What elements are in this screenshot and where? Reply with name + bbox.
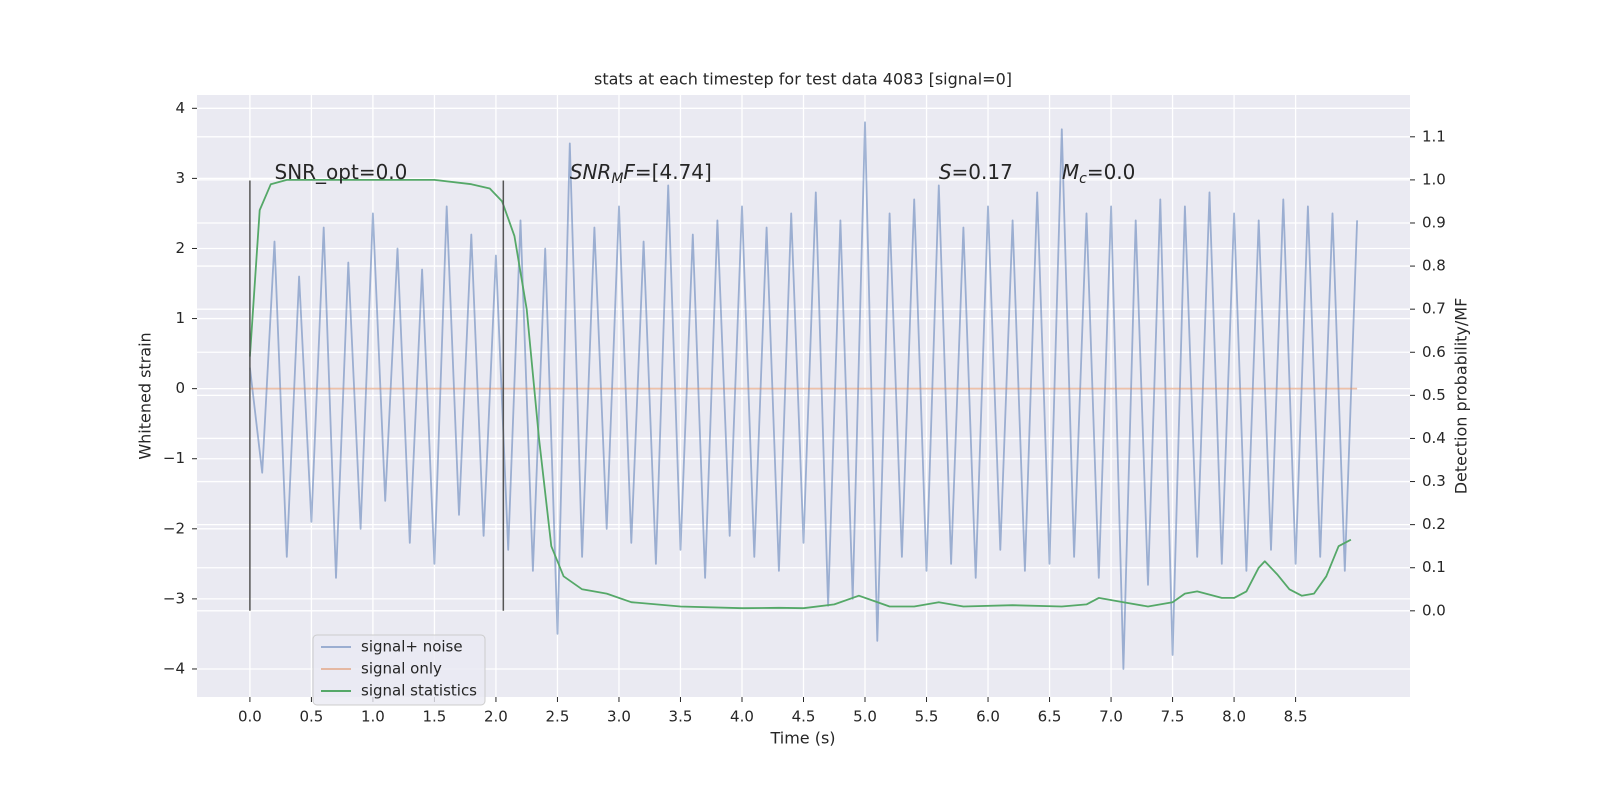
x-tick-label: 7.0 (1099, 708, 1123, 726)
x-tick-label: 7.5 (1161, 708, 1185, 726)
annotation-part: =0.0 (1087, 159, 1136, 183)
annotation: SNRMF=[4.74] (570, 159, 712, 187)
y2-tick-label: 0.0 (1422, 601, 1446, 619)
y2-tick-label: 1.0 (1422, 170, 1446, 188)
legend-label: signal only (361, 660, 442, 678)
x-tick-label: 2.5 (546, 708, 570, 726)
x-tick-label: 3.0 (607, 708, 631, 726)
annotation-part: S (939, 159, 952, 183)
y-tick-label: 4 (175, 99, 185, 117)
y2-tick-label: 0.2 (1422, 515, 1446, 533)
y2-tick-label: 0.6 (1422, 343, 1446, 361)
series-line (249, 121, 1358, 670)
y2-tick-label: 0.1 (1422, 558, 1446, 576)
x-tick-label: 6.5 (1038, 708, 1062, 726)
y-tick-label: −3 (163, 589, 185, 607)
y-tick-label: −4 (163, 659, 185, 677)
annotation-part: F (623, 159, 635, 183)
y2-tick-label: 0.5 (1422, 386, 1446, 404)
x-tick-label: 5.5 (915, 708, 939, 726)
y-tick-label: −2 (163, 519, 185, 537)
annotation-part: SNR (570, 159, 612, 183)
x-tick-label: 0.0 (238, 708, 262, 726)
legend-box (312, 634, 486, 706)
y-axis-label: Whitened strain (136, 332, 155, 459)
annotation-part: c (1079, 171, 1087, 187)
annotation-part: M (611, 171, 623, 187)
annotation-part: =0.17 (952, 159, 1013, 183)
x-tick-label: 1.0 (361, 708, 385, 726)
y-tick-label: 0 (175, 379, 185, 397)
y2-tick-label: 1.1 (1422, 127, 1446, 145)
x-tick-label: 1.5 (423, 708, 447, 726)
x-axis-label: Time (s) (769, 729, 835, 748)
y-tick-label: −1 (163, 449, 185, 467)
annotation: SNR_opt=0.0 (275, 159, 408, 183)
annotation: Mc=0.0 (1062, 159, 1136, 187)
x-tick-label: 2.0 (484, 708, 508, 726)
y-tick-label: 1 (175, 309, 185, 327)
legend-label: signal statistics (361, 682, 477, 700)
y2-tick-label: 0.7 (1422, 300, 1446, 318)
x-tick-label: 0.5 (299, 708, 323, 726)
y-tick-label: 2 (175, 239, 185, 257)
x-tick-label: 5.0 (853, 708, 877, 726)
y-tick-label: 3 (175, 169, 185, 187)
chart-title: stats at each timestep for test data 408… (594, 70, 1012, 89)
x-tick-label: 6.0 (976, 708, 1000, 726)
y2-tick-label: 0.9 (1422, 213, 1446, 231)
y2-tick-label: 0.4 (1422, 429, 1446, 447)
annotation-part: SNR_opt=0.0 (275, 159, 408, 183)
x-tick-label: 4.5 (792, 708, 816, 726)
annotation-part: =[4.74] (635, 159, 712, 183)
x-tick-label: 8.0 (1222, 708, 1246, 726)
series-line (249, 178, 1352, 610)
x-tick-label: 8.5 (1284, 708, 1308, 726)
x-tick-label: 3.5 (669, 708, 693, 726)
y2-tick-label: 0.8 (1422, 257, 1446, 275)
y2-tick-label: 0.3 (1422, 472, 1446, 490)
y2-axis-label: Detection probability/MF (1452, 298, 1471, 495)
legend-label: signal+ noise (361, 638, 463, 656)
x-tick-label: 4.0 (730, 708, 754, 726)
annotation-part: M (1062, 159, 1079, 183)
annotation: S=0.17 (939, 159, 1013, 183)
